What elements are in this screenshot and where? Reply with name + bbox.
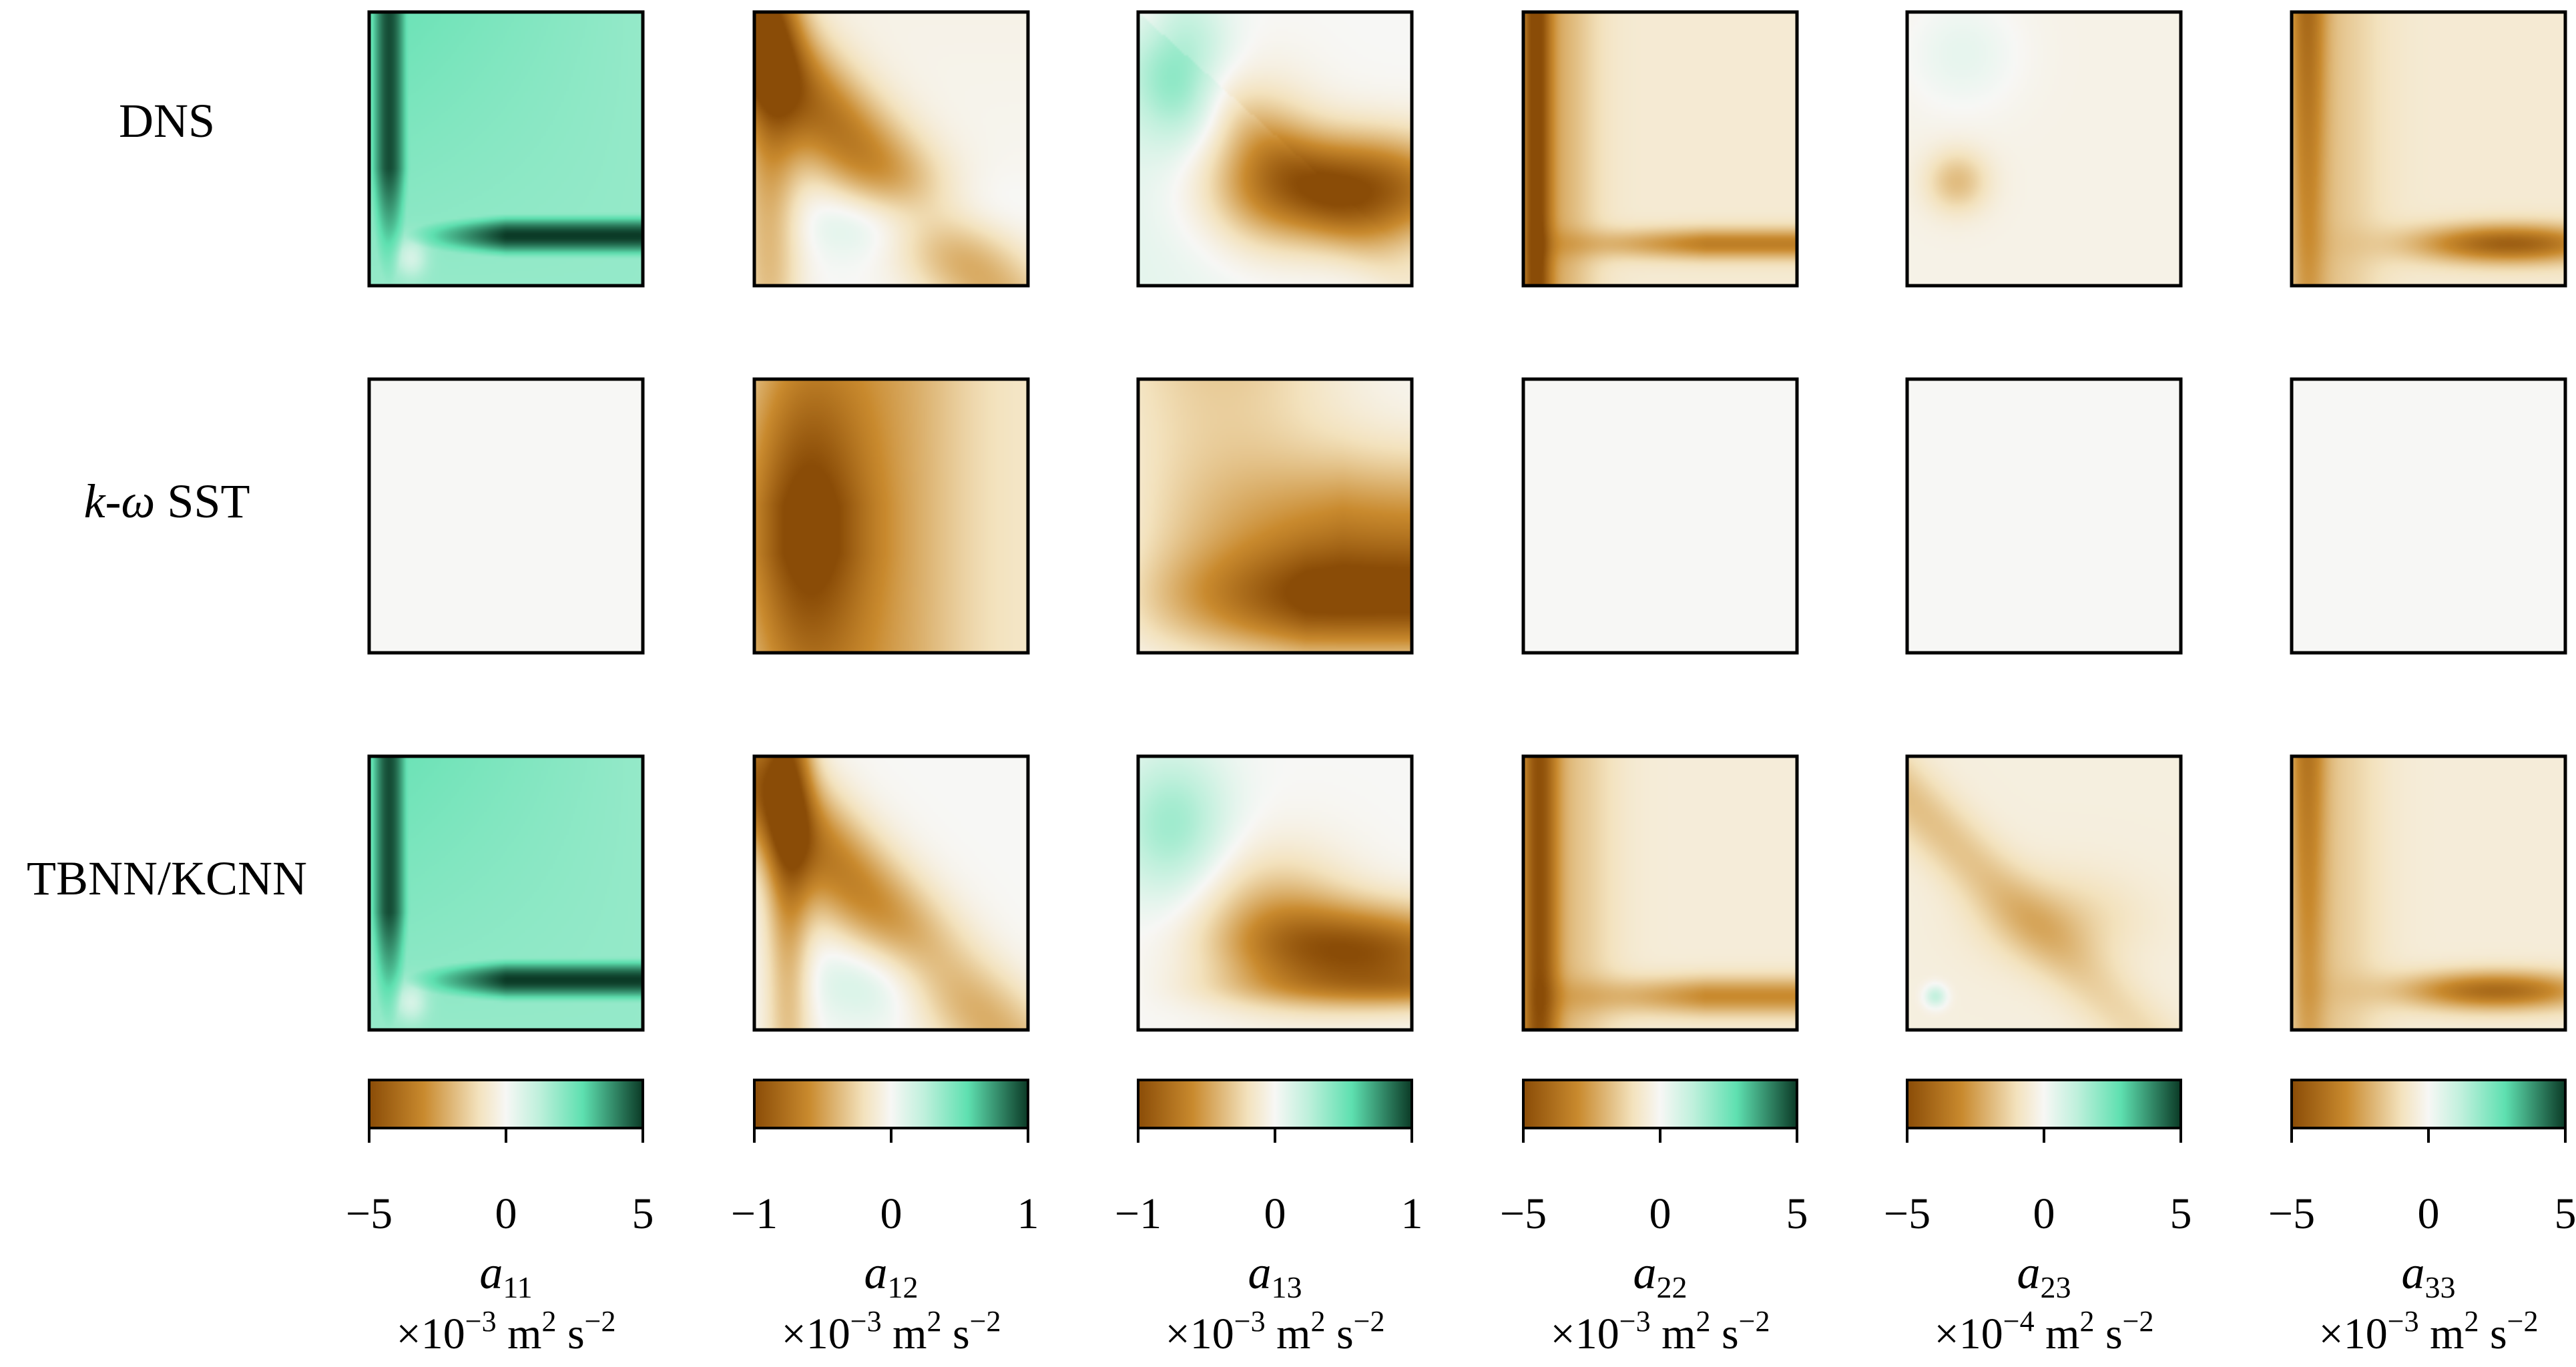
colorbar-tick-label: −5	[1884, 1189, 1930, 1238]
heatmap-frame	[367, 10, 645, 288]
heatmap-13-0	[1138, 12, 1412, 286]
heatmap-frame	[2290, 377, 2567, 655]
heatmap-frame	[1136, 10, 1414, 288]
unit-label-a11: ×10−3 m2 s−2	[397, 1305, 616, 1358]
colorbar-12	[754, 1080, 1028, 1128]
variable-label-a23: a23	[2017, 1248, 2071, 1304]
colorbar-33	[2292, 1080, 2565, 1128]
heatmap-frame	[367, 377, 645, 655]
row-labels: DNS k-ω SST TBNN/KCNN	[27, 94, 307, 905]
unit-label-a13: ×10−3 m2 s−2	[1166, 1305, 1385, 1358]
heatmap-frame	[1905, 377, 2183, 655]
colorbar-tick-label: 5	[2555, 1189, 2576, 1238]
heatmap-13-2	[1138, 756, 1412, 1030]
colorbar-tick-label: −1	[731, 1189, 778, 1238]
colorbar-tick-label: −1	[1115, 1189, 1162, 1238]
heatmap-11-0	[369, 12, 643, 286]
heatmap-frame	[1905, 10, 2183, 288]
colorbar-tick-label: 0	[495, 1189, 517, 1238]
colorbar-22	[1523, 1080, 1797, 1128]
heatmap-23-1	[1907, 379, 2181, 653]
colorbar-tick-label: −5	[1500, 1189, 1547, 1238]
variable-label-a12: a12	[864, 1248, 919, 1304]
colorbar-tick-label: 5	[1786, 1189, 1808, 1238]
colorbar-13	[1138, 1080, 1412, 1128]
heatmap-11-2	[369, 756, 643, 1030]
heatmap-12-0	[754, 12, 1028, 286]
heatmap-33-1	[2292, 379, 2565, 653]
heatmap-12-1	[754, 379, 1028, 653]
unit-label-a33: ×10−3 m2 s−2	[2319, 1305, 2539, 1358]
variable-label-a11: a11	[479, 1248, 532, 1304]
colorbar-tick-label: 0	[1264, 1189, 1286, 1238]
heatmap-33-2	[2292, 756, 2565, 1030]
unit-label-a22: ×10−3 m2 s−2	[1551, 1305, 1770, 1358]
heatmap-frame	[1905, 754, 2183, 1032]
colorbar-tick-label: 1	[1401, 1189, 1423, 1238]
colorbar-11	[369, 1080, 643, 1128]
heatmap-frame	[1521, 10, 1799, 288]
colorbar-tick-label: −5	[346, 1189, 393, 1238]
unit-label-a12: ×10−3 m2 s−2	[782, 1305, 1001, 1358]
colorbar-tick-label: 0	[880, 1189, 903, 1238]
heatmap-22-2	[1523, 756, 1797, 1030]
heatmap-panels	[367, 10, 2567, 1032]
heatmap-23-0	[1907, 12, 2181, 286]
heatmap-frame	[1521, 754, 1799, 1032]
variable-label-a22: a22	[1633, 1248, 1688, 1304]
heatmap-11-1	[369, 379, 643, 653]
heatmap-22-0	[1523, 12, 1797, 286]
heatmap-frame	[1521, 377, 1799, 655]
heatmap-frame	[1136, 754, 1414, 1032]
variable-label-a13: a13	[1248, 1248, 1302, 1304]
variable-label-a33: a33	[2402, 1248, 2456, 1304]
colorbar-tick-label: −5	[2268, 1189, 2315, 1238]
row-label-2: TBNN/KCNN	[27, 852, 307, 905]
colorbar-tick-label: 0	[2033, 1189, 2055, 1238]
colorbar-tick-label: 0	[1649, 1189, 1671, 1238]
heatmap-13-1	[1138, 379, 1412, 653]
heatmap-12-2	[754, 756, 1028, 1030]
heatmap-frame	[752, 754, 1030, 1032]
colorbar-tick-label: 5	[2170, 1189, 2192, 1238]
colorbar-tick-label: 0	[2418, 1189, 2440, 1238]
colorbar-tick-label: 5	[632, 1189, 654, 1238]
heatmap-33-0	[2292, 12, 2565, 286]
row-label-1: k-ω SST	[84, 475, 250, 528]
heatmap-frame	[2290, 10, 2567, 288]
colorbars: −5 0 5 −1 0 1 −1 0 1 −5 0 5 −5 0 5 −5 0 5	[346, 1079, 2576, 1238]
heatmap-23-2	[1907, 756, 2181, 1030]
heatmap-frame	[2290, 754, 2567, 1032]
heatmap-frame	[752, 377, 1030, 655]
heatmap-frame	[752, 10, 1030, 288]
colorbar-tick-label: 1	[1017, 1189, 1039, 1238]
heatmap-frame	[1136, 377, 1414, 655]
row-label-0: DNS	[119, 94, 215, 148]
colorbar-23	[1907, 1080, 2181, 1128]
heatmap-frame	[367, 754, 645, 1032]
heatmap-22-1	[1523, 379, 1797, 653]
unit-label-a23: ×10−4 m2 s−2	[1935, 1305, 2154, 1358]
